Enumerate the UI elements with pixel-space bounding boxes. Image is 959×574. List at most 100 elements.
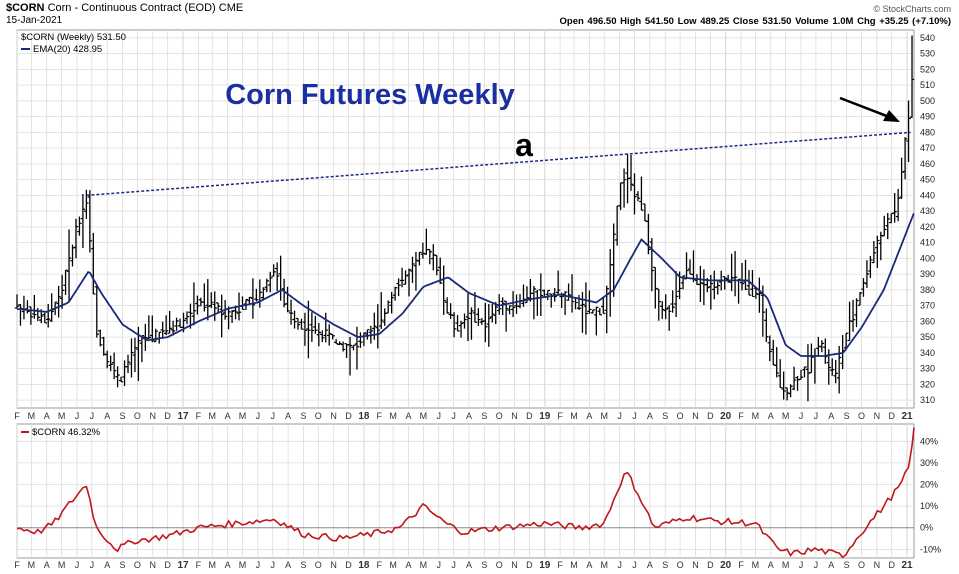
ohlc-bar <box>594 306 599 336</box>
x-tick-label: M <box>389 560 397 570</box>
ohlc-bar <box>184 311 190 325</box>
y-tick-label: 460 <box>920 159 935 169</box>
ohlc-bar <box>271 264 276 277</box>
ohlc-bar <box>639 176 644 211</box>
ohlc-bar <box>209 292 214 309</box>
ohlc-bar <box>857 291 863 306</box>
ohlc-bar <box>909 35 915 118</box>
x-tick-label: A <box>647 560 653 570</box>
ohlc-bar <box>212 291 217 321</box>
ohlc-bar <box>337 341 342 346</box>
x-tick-label: N <box>692 411 699 421</box>
ohlc-bar <box>448 303 453 320</box>
x-tick-label: J <box>799 411 804 421</box>
ohlc-bar <box>455 314 460 332</box>
y-tick-label: 480 <box>920 127 935 137</box>
ohlc-bar <box>73 218 79 259</box>
legend-ema: EMA(20) 428.95 <box>33 44 102 55</box>
ohlc-bar <box>465 293 471 342</box>
ohlc-bar <box>660 301 665 320</box>
ohlc-bar <box>830 358 835 376</box>
x-tick-label: A <box>828 560 834 570</box>
x-tick-label: J <box>799 560 804 570</box>
ohlc-bar <box>115 366 120 388</box>
x-tick-label: S <box>844 411 850 421</box>
chart-header: $CORN Corn - Continuous Contract (EOD) C… <box>6 2 243 14</box>
exchange: CME <box>218 2 244 14</box>
x-tick-label: J <box>436 560 441 570</box>
x-tick-label: O <box>496 411 503 421</box>
ohlc-bar <box>385 300 391 314</box>
percent-panel: F M A M J J A S O N D 17 F M A M J J A S O N D 18 F M A M J J A S O N D 19 F… <box>14 423 941 571</box>
x-tick-label: J <box>75 411 80 421</box>
ohlc-bar <box>451 312 457 338</box>
ohlc-bar <box>632 173 637 215</box>
x-tick-label: J <box>814 560 819 570</box>
ohlc-bar <box>767 335 772 362</box>
x-tick-label: O <box>315 560 322 570</box>
x-tick-label: S <box>844 560 850 570</box>
ohlc-bar <box>431 244 436 271</box>
ohlc-bar <box>281 278 287 308</box>
ohlc-bar <box>458 320 464 338</box>
ohlc-bar <box>788 384 793 398</box>
ohlc-bar <box>601 297 606 314</box>
ohlc-bar <box>670 290 675 313</box>
x-tick-label: N <box>874 560 881 570</box>
ohlc-bar <box>555 270 561 296</box>
ohlc-bar <box>42 312 47 324</box>
ohlc-bar <box>715 281 720 295</box>
ohlc-bar <box>653 266 658 309</box>
x-tick-label: D <box>164 560 171 570</box>
x-tick-label: M <box>752 560 760 570</box>
ohlc-bar <box>493 301 498 325</box>
ohlc-bar <box>320 330 325 343</box>
x-tick-label: O <box>858 411 865 421</box>
ohlc-bar <box>531 285 537 320</box>
ohlc-bar <box>261 287 266 301</box>
ohlc-bar <box>313 315 318 334</box>
ohlc-bar <box>722 276 727 290</box>
ohlc-bar <box>410 256 415 284</box>
ohlc-bar <box>576 294 582 310</box>
ohlc-bar <box>809 343 814 374</box>
ohlc-bar <box>108 355 113 372</box>
ohlc-bar <box>656 288 661 321</box>
x-tick-label: N <box>330 560 337 570</box>
ohlc-bar <box>59 274 65 309</box>
ohlc-bar <box>327 324 332 346</box>
y-tick-label: 510 <box>920 80 935 90</box>
ohlc-bar <box>444 297 450 314</box>
y-tick-label: 10% <box>920 501 938 511</box>
x-tick-label: M <box>570 411 578 421</box>
x-tick-label: A <box>104 560 110 570</box>
ema-line <box>16 213 915 357</box>
ohlc-bar <box>32 295 37 319</box>
x-tick-label: J <box>436 411 441 421</box>
ohlc-bar <box>118 376 124 383</box>
x-tick-label: M <box>28 411 36 421</box>
x-tick-label: J <box>451 560 456 570</box>
ohlc-bar <box>750 269 755 298</box>
x-tick-label: 18 <box>358 411 370 422</box>
x-tick-label: F <box>557 560 563 570</box>
x-tick-label: S <box>120 560 126 570</box>
x-tick-label: N <box>150 411 157 421</box>
ohlc-bar <box>833 359 838 384</box>
ohlc-bar <box>476 308 481 326</box>
ohlc-bar <box>146 315 152 339</box>
ohlc-bar <box>850 299 856 332</box>
x-tick-label: 20 <box>720 560 732 571</box>
percent-legend: $CORN 46.32% <box>21 427 101 438</box>
ohlc-bar <box>202 283 207 312</box>
ohlc-bar <box>496 294 502 315</box>
ohlc-bar <box>46 304 51 328</box>
ohlc-bar <box>725 274 731 283</box>
price-panel-frame <box>16 29 915 409</box>
x-tick-label: F <box>738 411 744 421</box>
x-tick-label: D <box>888 411 895 421</box>
x-tick-label: S <box>662 560 668 570</box>
x-tick-label: S <box>300 411 306 421</box>
price-panel: F M A M J J A S O N D 17 F M A M J J A S O N D 18 F M A M J J A S O N D 19 F… <box>14 29 935 422</box>
ohlc-bar <box>323 312 328 343</box>
